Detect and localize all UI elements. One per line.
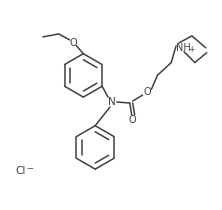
Text: O: O	[129, 115, 137, 125]
Text: O: O	[144, 87, 151, 97]
Text: O: O	[70, 38, 77, 48]
Text: +: +	[188, 45, 194, 54]
Text: −: −	[26, 164, 33, 173]
Text: N: N	[108, 97, 116, 107]
Text: NH: NH	[176, 43, 191, 53]
Text: Cl: Cl	[15, 166, 26, 176]
